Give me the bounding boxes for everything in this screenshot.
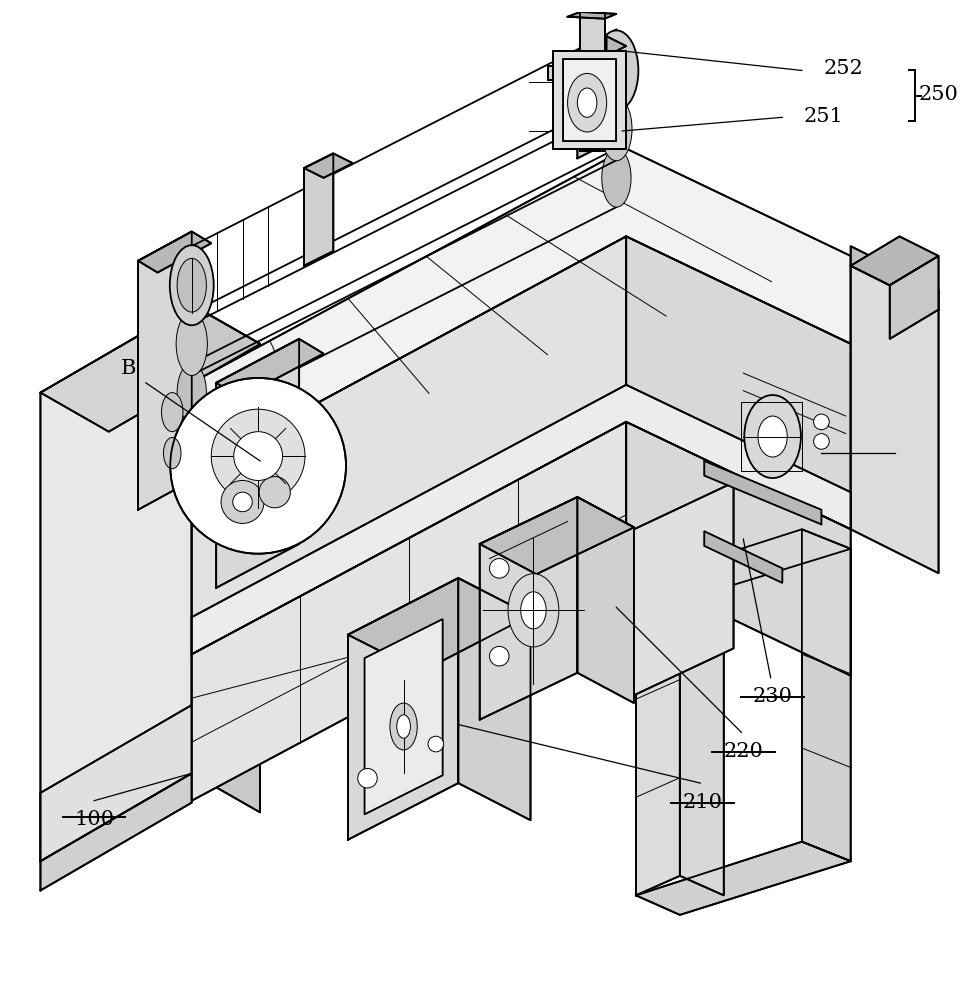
Ellipse shape (169, 245, 213, 325)
Polygon shape (577, 36, 626, 61)
Ellipse shape (508, 574, 558, 647)
Circle shape (813, 434, 828, 449)
Circle shape (489, 559, 509, 578)
Ellipse shape (176, 312, 207, 376)
Polygon shape (304, 153, 352, 178)
Circle shape (221, 480, 264, 523)
Polygon shape (577, 36, 606, 158)
Text: 251: 251 (803, 107, 843, 126)
Ellipse shape (567, 73, 606, 132)
Circle shape (259, 477, 290, 508)
Polygon shape (850, 236, 938, 285)
Ellipse shape (389, 703, 417, 750)
Polygon shape (850, 246, 938, 310)
Polygon shape (626, 236, 850, 529)
Polygon shape (479, 497, 577, 720)
Circle shape (211, 409, 305, 503)
Circle shape (489, 646, 509, 666)
Polygon shape (40, 305, 260, 432)
Polygon shape (636, 842, 850, 915)
Polygon shape (580, 12, 604, 151)
Ellipse shape (396, 715, 410, 738)
Polygon shape (801, 529, 850, 861)
Text: 210: 210 (682, 793, 722, 812)
Polygon shape (216, 339, 299, 588)
Text: 230: 230 (752, 687, 792, 706)
Text: 252: 252 (822, 59, 863, 78)
Ellipse shape (601, 149, 631, 207)
Polygon shape (703, 461, 821, 524)
Polygon shape (553, 51, 626, 149)
Circle shape (170, 378, 345, 554)
Polygon shape (636, 549, 679, 895)
Polygon shape (347, 578, 458, 840)
Polygon shape (347, 578, 530, 672)
Circle shape (357, 768, 377, 788)
Text: B: B (120, 359, 136, 378)
Ellipse shape (177, 363, 206, 422)
Text: A: A (904, 444, 918, 463)
Polygon shape (634, 482, 733, 695)
Polygon shape (562, 59, 616, 141)
Polygon shape (703, 531, 781, 583)
Ellipse shape (600, 97, 632, 161)
Text: 220: 220 (723, 742, 763, 761)
Polygon shape (192, 305, 260, 812)
Polygon shape (192, 236, 626, 656)
Text: 100: 100 (74, 810, 114, 829)
Polygon shape (679, 568, 723, 895)
Ellipse shape (577, 88, 597, 117)
Circle shape (427, 736, 443, 752)
Ellipse shape (161, 393, 183, 432)
Polygon shape (364, 619, 442, 814)
Ellipse shape (594, 30, 638, 110)
Ellipse shape (520, 592, 546, 629)
Ellipse shape (163, 438, 181, 469)
Polygon shape (192, 385, 850, 654)
Polygon shape (216, 339, 323, 397)
Polygon shape (850, 266, 938, 573)
Polygon shape (889, 256, 938, 339)
Polygon shape (479, 497, 634, 574)
Circle shape (234, 432, 283, 480)
Ellipse shape (743, 395, 800, 478)
Polygon shape (40, 305, 192, 861)
Ellipse shape (757, 416, 786, 457)
Polygon shape (192, 422, 626, 801)
Polygon shape (138, 232, 192, 510)
Polygon shape (567, 12, 616, 19)
Text: 250: 250 (918, 85, 957, 104)
Polygon shape (40, 705, 192, 861)
Ellipse shape (177, 258, 206, 312)
Polygon shape (577, 497, 634, 703)
Polygon shape (548, 66, 604, 80)
Polygon shape (138, 232, 211, 273)
Circle shape (233, 492, 252, 512)
Circle shape (813, 414, 828, 430)
Polygon shape (40, 773, 192, 890)
Polygon shape (679, 529, 850, 588)
Polygon shape (626, 422, 850, 676)
Polygon shape (304, 153, 333, 266)
Polygon shape (458, 578, 530, 820)
Polygon shape (192, 149, 850, 471)
